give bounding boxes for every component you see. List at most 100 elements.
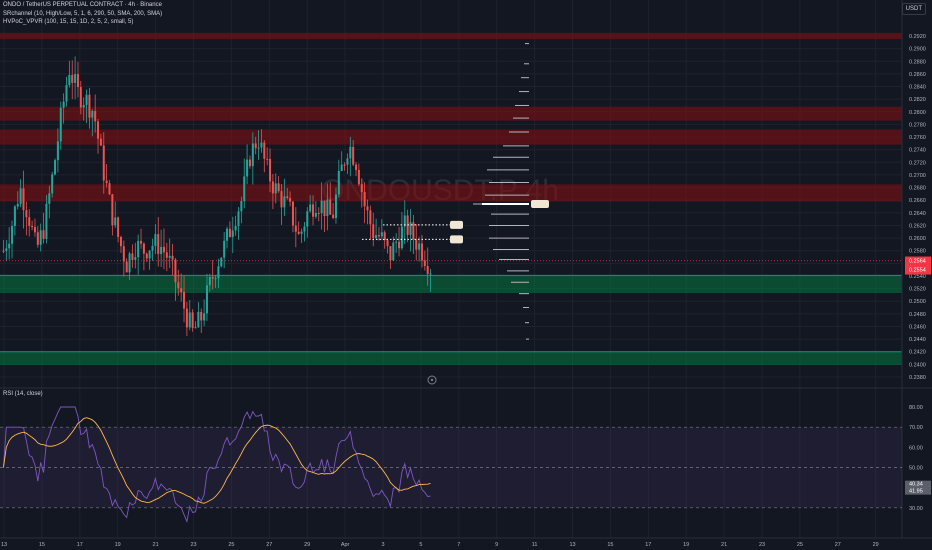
candle-body	[71, 74, 74, 83]
candle-body	[142, 243, 145, 254]
candle-body	[5, 248, 8, 251]
price-tick-label: 0.2800	[909, 110, 926, 116]
candle-body	[409, 222, 412, 235]
candle-body	[226, 228, 229, 241]
candle-body	[260, 142, 263, 148]
candle-body	[8, 243, 11, 249]
candle-body	[88, 94, 91, 118]
candle-body	[349, 146, 352, 159]
candle-body	[197, 311, 200, 328]
support-zone	[0, 275, 902, 294]
candle-body	[128, 253, 131, 273]
candle-body	[157, 234, 160, 254]
candle-body	[85, 94, 88, 105]
time-tick-label: 7	[457, 542, 460, 548]
candle-body	[211, 277, 214, 279]
candle-body	[59, 107, 62, 142]
candle-body	[177, 282, 180, 289]
candle-body	[154, 234, 157, 246]
candle-body	[277, 183, 280, 192]
candle-body	[122, 246, 125, 262]
candle-body	[214, 278, 217, 280]
rsi-tick-label: 50.00	[909, 466, 923, 472]
candle-body	[111, 194, 114, 226]
rsi-value-tag	[905, 480, 931, 495]
candle-body	[412, 222, 415, 240]
candle-body	[283, 196, 286, 208]
candle-body	[243, 176, 246, 202]
candle-body	[33, 227, 36, 233]
candle-body	[274, 183, 277, 194]
rsi-ma-line	[2, 417, 431, 504]
candle-body	[25, 210, 28, 218]
price-tick-label: 0.2660	[909, 198, 926, 204]
rsi-label[interactable]: RSI (14, close)	[3, 391, 43, 397]
candle-body	[334, 194, 337, 219]
candle-body	[36, 232, 39, 245]
price-tick-label: 0.2720	[909, 160, 926, 166]
resistance-zone	[0, 32, 902, 40]
time-tick-label: 17	[77, 542, 83, 548]
price-tick-label: 0.2680	[909, 186, 926, 192]
candle-body	[62, 101, 65, 108]
price-tick-label: 0.2880	[909, 59, 926, 65]
candle-body	[200, 311, 203, 321]
price-tick-label: 0.2820	[909, 97, 926, 103]
candle-body	[240, 201, 243, 212]
candle-body	[165, 252, 168, 258]
support-zone	[0, 351, 902, 366]
rsi-value-label: 40.34	[909, 482, 923, 488]
time-tick-label: 27	[835, 542, 841, 548]
candle-body	[357, 169, 360, 185]
candle-body	[386, 240, 389, 247]
indicator-srchannel-label[interactable]: SRchannel (10, High/Low, 5, 1, 6, 290, 5…	[3, 11, 163, 17]
price-tick-label: 0.2860	[909, 72, 926, 78]
candle-body	[418, 243, 421, 250]
candle-body	[82, 104, 85, 108]
candle-body	[91, 110, 94, 118]
time-tick-label: 19	[683, 542, 689, 548]
candle-body	[220, 257, 223, 267]
price-tick-label: 0.2640	[909, 211, 926, 217]
candle-body	[369, 210, 372, 225]
candle-body	[171, 255, 174, 260]
pane-settings-icon	[427, 375, 437, 385]
time-tick-label: 29	[873, 542, 879, 548]
candle-body	[323, 200, 326, 217]
candle-body	[420, 243, 423, 261]
candle-body	[185, 308, 188, 328]
time-tick-label: 21	[721, 542, 727, 548]
candle-body	[151, 245, 154, 251]
candle-body	[65, 85, 68, 102]
resistance-zone	[0, 106, 902, 121]
chart-title[interactable]: ONDO / TetherUS PERPETUAL CONTRACT · 4h …	[3, 2, 162, 8]
candle-body	[266, 158, 269, 160]
time-tick-label: 11	[532, 542, 538, 548]
candle-body	[429, 273, 432, 275]
price-tick-label: 0.2620	[909, 223, 926, 229]
candle-body	[269, 158, 272, 182]
candle-body	[403, 215, 406, 227]
candle-body	[42, 230, 45, 239]
candle-body	[343, 164, 346, 166]
candle-body	[280, 191, 283, 208]
candle-body	[108, 183, 111, 195]
last-price-tag	[905, 256, 931, 275]
candle-body	[426, 266, 429, 274]
candle-body	[231, 230, 234, 237]
candle-body	[188, 312, 191, 328]
candle-body	[271, 181, 274, 194]
candle-body	[309, 204, 312, 212]
candle-body	[203, 313, 206, 321]
candle-body	[395, 241, 398, 243]
candle-body	[54, 160, 57, 175]
pane-settings-icon-dot	[430, 378, 434, 382]
candle-body	[392, 242, 395, 261]
price-tick-label: 0.2780	[909, 122, 926, 128]
indicator-hvpoc-label[interactable]: HVPoC_VPVR (100, 15, 15, 1D, 2, 5, 2, sm…	[3, 19, 134, 25]
currency-button[interactable]: USDT	[901, 3, 926, 15]
candle-body	[97, 121, 100, 139]
time-tick-label: 15	[39, 542, 45, 548]
rsi-ma-value-label: 41.95	[909, 489, 923, 495]
time-tick-label: Apr	[341, 542, 350, 548]
